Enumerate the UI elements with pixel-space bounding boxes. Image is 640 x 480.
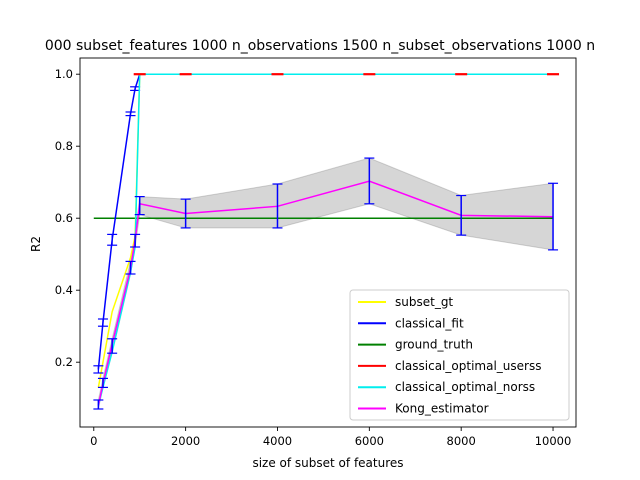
legend-label-subset_gt: subset_gt	[395, 295, 453, 309]
legend-label-classical_optimal_norss: classical_optimal_norss	[395, 380, 535, 394]
axes-frame	[79, 57, 577, 428]
legend-label-ground_truth: ground_truth	[395, 338, 473, 352]
x-tick-label: 10000	[535, 434, 572, 448]
y-tick-label: 0.4	[55, 283, 73, 297]
x-tick-label: 0	[90, 434, 97, 448]
y-tick-label: 0.2	[55, 355, 73, 369]
legend-label-classical_fit: classical_fit	[395, 316, 464, 330]
y-tick-label: 0.6	[55, 211, 73, 225]
x-tick-label: 4000	[263, 434, 292, 448]
legend: subset_gt classical_fit ground_truthclassi…	[349, 289, 570, 421]
x-tick-label: 2000	[171, 434, 200, 448]
legend-label-Kong_estimator: Kong_estimator	[395, 402, 489, 416]
plot-area	[93, 73, 560, 410]
axes: 0 2000 4000 6000 8000 10000 0.2 0.4 0.6 0.8 1.0	[55, 57, 577, 448]
chart-title: 000 subset_features 1000 n_observations …	[45, 38, 595, 54]
y-axis-label: R2	[29, 236, 43, 252]
legend-label-classical_optimal_userss: classical_optimal_userss	[395, 359, 541, 373]
x-tick-label: 6000	[355, 434, 384, 448]
x-tick-label: 8000	[447, 434, 476, 448]
x-axis-label: size of subset of features	[252, 456, 403, 470]
y-tick-label: 1.0	[55, 67, 73, 81]
y-tick-label: 0.8	[55, 139, 73, 153]
legend-box	[349, 289, 570, 421]
